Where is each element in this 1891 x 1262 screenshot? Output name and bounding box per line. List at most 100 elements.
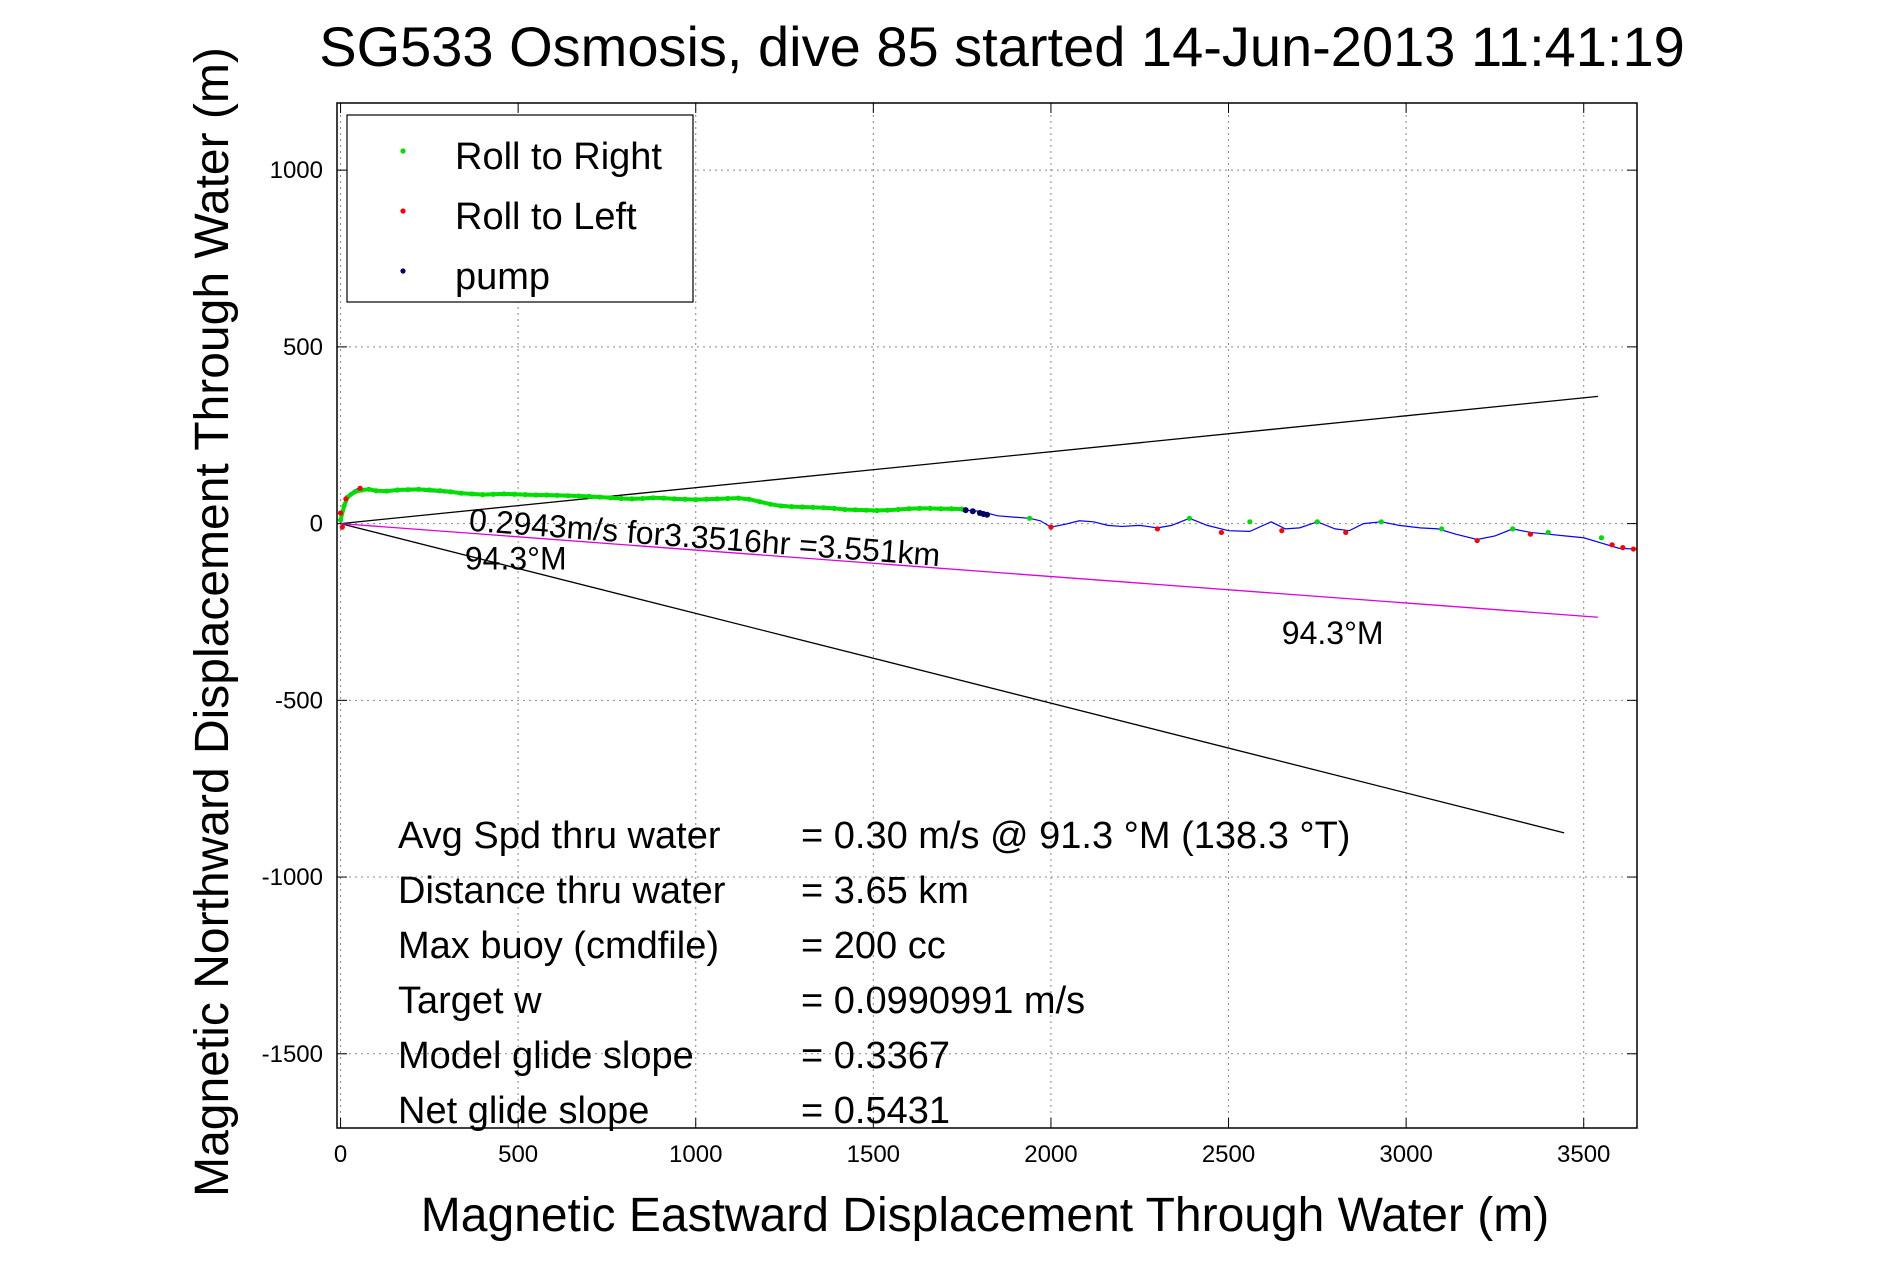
roll-right-point: [842, 506, 848, 513]
stat-value: = 0.30 m/s @ 91.3 °M (138.3 °T): [801, 815, 1350, 857]
roll-right-point: [522, 492, 528, 498]
roll-right-point: [703, 496, 709, 502]
x-tick-label: 1500: [847, 1141, 900, 1168]
roll-right-point: [661, 495, 667, 501]
roll-right-point: [405, 487, 411, 493]
envelope_line: [340, 522, 1565, 834]
roll-right-point: [746, 496, 752, 502]
axis-ticks: 0 500 1000 1500 2000 2500 3000 3500 1000 500 0 -500…: [262, 103, 1637, 1168]
stat-label: Max buoy (cmdfile): [398, 925, 719, 967]
roll-right-point: [533, 492, 539, 498]
roll-right-point: [1247, 519, 1253, 525]
roll-right-point: [1027, 515, 1033, 521]
roll-right-point: [693, 496, 699, 503]
roll-right-point: [607, 495, 614, 501]
roll-right-point: [366, 486, 372, 492]
roll-right-point: [735, 495, 741, 501]
roll-right-point: [501, 491, 507, 497]
roll-right-point: [511, 491, 518, 497]
annotation-text: 94.3°M: [465, 541, 567, 577]
y-tick-label: -500: [275, 687, 323, 714]
roll-left-point: [1474, 537, 1480, 544]
roll-left-point: [1218, 529, 1225, 536]
pump-point: [962, 507, 969, 514]
roll-right-point: [1545, 529, 1551, 536]
y-tick-label: 1000: [270, 157, 323, 184]
roll-right-point: [821, 505, 827, 511]
roll-right-point: [895, 506, 901, 513]
roll-right-point: [575, 493, 582, 499]
stat-label: Distance thru water: [398, 870, 726, 912]
roll-left-point: [1279, 528, 1285, 534]
roll-right-point: [906, 506, 912, 512]
roll-right-point: [458, 490, 464, 496]
roll-right-point: [416, 486, 422, 492]
roll-right-point: [1314, 519, 1320, 525]
roll-left-point: [1620, 545, 1626, 551]
y-tick-label: 500: [283, 334, 323, 361]
roll-right-point: [948, 506, 955, 512]
pump-point: [984, 511, 990, 518]
stat-label: Net glide slope: [398, 1090, 649, 1132]
roll-right-point: [884, 507, 891, 513]
legend-marker: [400, 268, 406, 274]
legend-marker: [400, 208, 406, 214]
y-axis-label: Magnetic Northward Displacement Through …: [186, 47, 239, 1197]
stat-value: = 0.5431: [801, 1090, 950, 1132]
roll-right-point: [437, 488, 443, 494]
stat-label: Avg Spd thru water: [398, 815, 721, 857]
roll-left-point: [1527, 531, 1534, 537]
roll-left-point: [1609, 542, 1615, 548]
x-tick-label: 2500: [1202, 1141, 1255, 1168]
roll-right-point: [916, 505, 923, 512]
legend: Roll to Right Roll to Left pump: [346, 114, 694, 303]
roll-right-point: [448, 489, 454, 495]
roll-right-point: [789, 504, 795, 510]
y-tick-label: -1500: [262, 1041, 323, 1068]
roll-left-point: [1154, 526, 1161, 532]
roll-right-point: [725, 495, 731, 502]
roll-right-point: [767, 501, 773, 507]
roll-right-point: [639, 495, 646, 502]
roll-right-point: [863, 507, 869, 513]
roll-right-point: [426, 487, 432, 493]
roll-left-point: [1343, 529, 1349, 536]
roll-left-point: [1048, 524, 1054, 530]
roll-right-point: [597, 494, 603, 500]
roll-right-point: [469, 491, 475, 497]
x-tick-label: 3000: [1379, 1141, 1432, 1168]
roll-right-point: [554, 492, 560, 498]
x-axis-label: Magnetic Eastward Displacement Through W…: [421, 1189, 1549, 1242]
data-series: [337, 485, 1638, 552]
stat-value: = 0.0990991 m/s: [801, 980, 1085, 1022]
roll-right-point: [629, 496, 635, 502]
roll-right-point: [586, 493, 592, 499]
roll-right-point: [394, 487, 400, 493]
roll-right-point: [852, 507, 859, 513]
roll-right-point: [1378, 519, 1384, 525]
stats-block: Avg Spd thru water = 0.30 m/s @ 91.3 °M (…: [398, 815, 1350, 1132]
roll-right-point: [543, 492, 550, 498]
x-tick-label: 0: [334, 1141, 347, 1168]
roll-right-point: [490, 491, 496, 497]
roll-right-point: [671, 496, 678, 502]
roll-left-point: [357, 485, 363, 491]
pump-point: [969, 508, 976, 515]
stat-value: = 200 cc: [801, 925, 946, 967]
roll-right-point: [565, 493, 571, 499]
roll-left-point: [1630, 546, 1637, 552]
heading_line: [340, 522, 1598, 618]
roll-left-point: [339, 524, 345, 530]
roll-right-point: [618, 495, 624, 502]
roll-right-point: [757, 499, 763, 505]
x-tick-label: 3500: [1557, 1141, 1610, 1168]
x-tick-label: 500: [498, 1141, 538, 1168]
roll-right-point: [1186, 515, 1193, 521]
roll-right-point: [1598, 535, 1605, 541]
chart-title: SG533 Osmosis, dive 85 started 14-Jun-20…: [319, 15, 1685, 78]
roll-right-point: [810, 504, 816, 510]
roll-right-point: [373, 488, 379, 494]
roll-left-point: [337, 510, 344, 516]
y-tick-label: 0: [310, 511, 323, 538]
